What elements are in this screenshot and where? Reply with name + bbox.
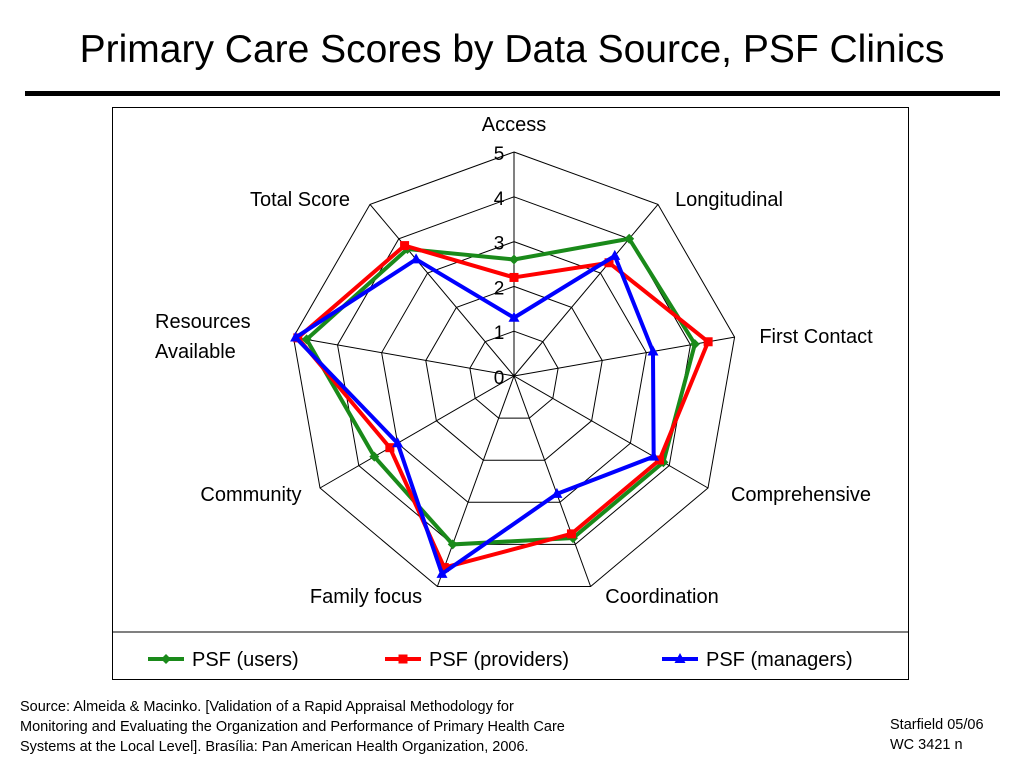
chart-frame xyxy=(112,107,909,680)
slide-credit: Starfield 05/06 WC 3421 n xyxy=(890,715,984,755)
axis-spoke xyxy=(436,375,515,587)
title-divider xyxy=(25,91,1000,96)
axis-label: Family focus xyxy=(310,586,422,608)
data-point xyxy=(551,487,563,498)
axis-label: Comprehensive xyxy=(731,484,871,506)
source-line: Monitoring and Evaluating the Organizati… xyxy=(20,719,565,735)
series-line xyxy=(304,236,698,547)
tick-label: 4 xyxy=(494,189,505,210)
data-point xyxy=(447,539,458,550)
data-point xyxy=(385,443,395,453)
tick-label: 0 xyxy=(494,368,505,389)
axis-label: Community xyxy=(200,484,301,506)
axis-spoke xyxy=(319,375,515,489)
source-line: Systems at the Local Level]. Brasília: P… xyxy=(20,739,529,755)
data-point xyxy=(509,272,519,282)
data-point xyxy=(439,563,449,573)
legend-label: PSF (managers) xyxy=(706,649,853,671)
data-point xyxy=(392,437,404,448)
data-point xyxy=(654,455,664,465)
legend-marker xyxy=(398,654,408,664)
legend-label: PSF (providers) xyxy=(429,649,569,671)
legend-marker xyxy=(674,653,686,663)
axis-spoke xyxy=(513,375,592,587)
axis-label: Coordination xyxy=(605,586,718,608)
data-point xyxy=(703,337,713,347)
data-point xyxy=(508,311,520,322)
tick-label: 2 xyxy=(494,278,505,299)
data-point xyxy=(410,253,422,264)
tick-label: 3 xyxy=(494,234,505,255)
axis-spoke xyxy=(513,204,659,377)
data-point xyxy=(369,451,380,462)
credit-line: Starfield 05/06 xyxy=(890,717,984,733)
axis-spoke xyxy=(369,204,515,377)
grid-ring xyxy=(292,151,736,587)
source-citation: Source: Almeida & Macinko. [Validation o… xyxy=(20,697,710,757)
grid-ring xyxy=(381,241,647,503)
data-point xyxy=(509,254,519,265)
axis-spoke xyxy=(513,375,709,489)
data-point xyxy=(609,249,621,260)
slide-title: Primary Care Scores by Data Source, PSF … xyxy=(79,28,945,71)
data-point xyxy=(436,567,448,578)
legend-marker xyxy=(161,654,171,664)
tick-label: 1 xyxy=(494,323,505,344)
data-point xyxy=(301,334,312,345)
data-point xyxy=(400,241,410,251)
grid-ring xyxy=(425,285,603,461)
data-point xyxy=(290,331,302,342)
data-point xyxy=(689,339,700,350)
axis-label: Resources xyxy=(155,311,251,333)
axis-label: Access xyxy=(482,114,546,136)
source-line: Source: Almeida & Macinko. [Validation o… xyxy=(20,699,514,715)
data-point xyxy=(604,258,614,268)
grid-ring xyxy=(469,330,559,419)
axis-spoke xyxy=(293,336,515,377)
axis-label: Total Score xyxy=(250,189,350,211)
series-line xyxy=(295,243,711,570)
data-point xyxy=(624,233,635,244)
data-point xyxy=(566,529,576,539)
credit-line: WC 3421 n xyxy=(890,737,963,753)
axis-label: First Contact xyxy=(759,326,873,348)
data-point xyxy=(647,345,659,356)
axis-label: Longitudinal xyxy=(675,189,783,211)
data-point xyxy=(648,450,660,461)
legend-label: PSF (users) xyxy=(192,649,299,671)
axis-label: Available xyxy=(155,341,236,363)
series-line xyxy=(292,252,656,578)
tick-label: 5 xyxy=(494,144,505,165)
